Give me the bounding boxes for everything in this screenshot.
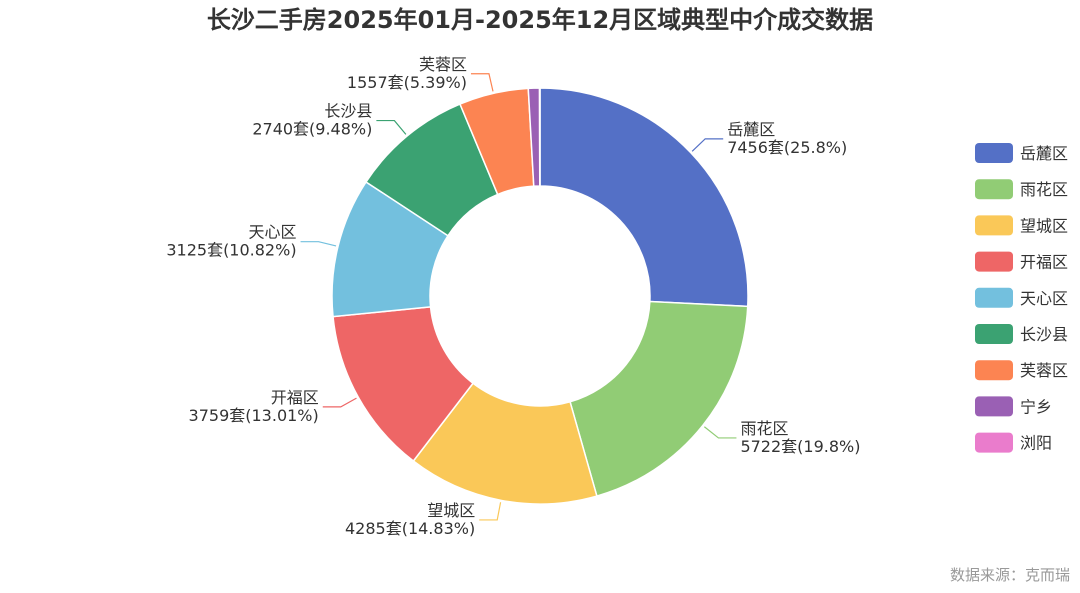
donut-slices <box>331 87 749 505</box>
legend-label-2[interactable]: 望城区 <box>1020 216 1068 235</box>
slice-label-value-3: 3759套(13.01%) <box>189 406 319 425</box>
legend-label-5[interactable]: 长沙县 <box>1020 325 1068 344</box>
slice-label-name-6: 芙蓉区 <box>419 55 467 74</box>
slice-0 <box>539 87 749 308</box>
legend-label-8[interactable]: 浏阳 <box>1020 434 1052 453</box>
slice-label-name-3: 开福区 <box>271 388 319 407</box>
slice-label-value-2: 4285套(14.83%) <box>345 519 475 538</box>
legend-swatch-0[interactable] <box>975 143 1013 163</box>
slice-label-name-5: 长沙县 <box>324 102 372 121</box>
legend-swatch-5[interactable] <box>975 324 1013 344</box>
legend-label-0[interactable]: 岳麓区 <box>1020 144 1068 163</box>
legend-label-4[interactable]: 天心区 <box>1020 289 1068 308</box>
label-leader-0 <box>691 138 724 152</box>
label-leader-5 <box>376 119 407 135</box>
legend-swatch-4[interactable] <box>975 287 1013 308</box>
legend-label-1[interactable]: 雨花区 <box>1020 180 1068 199</box>
legend-swatch-3[interactable] <box>975 251 1013 272</box>
legend-label-7[interactable]: 宁乡 <box>1020 397 1052 416</box>
slice-1 <box>569 300 749 498</box>
legend-label-6[interactable]: 芙蓉区 <box>1020 361 1068 380</box>
data-source-note: 数据来源：克而瑞 <box>950 566 1070 584</box>
legend-swatch-8[interactable] <box>975 432 1013 453</box>
slice-2 <box>412 382 598 505</box>
legend-swatch-6[interactable] <box>975 360 1013 381</box>
label-leader-3 <box>322 397 357 408</box>
legend-swatch-7[interactable] <box>975 396 1013 417</box>
chart-title: 长沙二手房2025年01月-2025年12月区域典型中介成交数据 <box>207 6 873 34</box>
slice-label-value-5: 2740套(9.48%) <box>252 120 372 139</box>
legend-label-3[interactable]: 开福区 <box>1020 253 1068 272</box>
label-leader-4 <box>300 241 337 247</box>
slice-label-name-0: 岳麓区 <box>727 120 775 139</box>
slice-label-value-6: 1557套(5.39%) <box>347 73 467 92</box>
slice-label-name-4: 天心区 <box>249 223 297 242</box>
label-leader-1 <box>703 426 737 439</box>
slice-label-value-0: 7456套(25.8%) <box>727 138 847 157</box>
slice-label-name-1: 雨花区 <box>740 419 788 438</box>
slice-label-value-1: 5722套(19.8%) <box>740 437 860 456</box>
label-leader-6 <box>470 73 494 92</box>
legend-swatch-1[interactable] <box>975 179 1013 200</box>
slice-label-name-2: 望城区 <box>427 501 475 520</box>
slice-label-value-4: 3125套(10.82%) <box>166 241 296 260</box>
legend-swatch-2[interactable] <box>975 215 1013 236</box>
label-leader-2 <box>479 502 502 521</box>
